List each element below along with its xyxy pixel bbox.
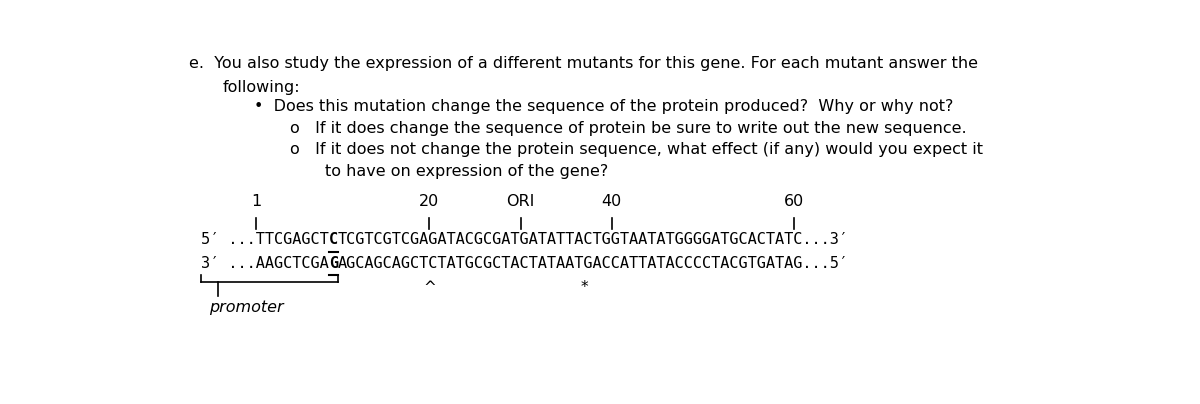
Text: G: G (329, 256, 338, 271)
Text: 40: 40 (601, 194, 622, 209)
Text: TCGTCGTCGAGATACGCGATGATATTACTGGTAATATGGGGATGCACTATC...3′: TCGTCGTCGAGATACGCGATGATATTACTGGTAATATGGG… (338, 232, 850, 247)
Text: C: C (329, 232, 338, 247)
Text: 3′ ...AAGCTCGA: 3′ ...AAGCTCGA (202, 256, 329, 271)
Text: e.  You also study the expression of a different mutants for this gene. For each: e. You also study the expression of a di… (190, 56, 978, 71)
Text: •  Does this mutation change the sequence of the protein produced?  Why or why n: • Does this mutation change the sequence… (254, 99, 954, 114)
Text: to have on expression of the gene?: to have on expression of the gene? (325, 164, 608, 179)
Text: ^: ^ (422, 280, 436, 295)
Text: 1: 1 (251, 194, 262, 209)
Text: AGCAGCAGCTCTATGCGCTACTATAATGACCATTATACCCCTACGTGATAG...5′: AGCAGCAGCTCTATGCGCTACTATAATGACCATTATACCC… (338, 256, 850, 271)
Text: *: * (581, 280, 588, 295)
Text: o   If it does not change the protein sequence, what effect (if any) would you e: o If it does not change the protein sequ… (289, 143, 983, 158)
Text: ORI: ORI (506, 194, 535, 209)
Text: 60: 60 (784, 194, 804, 209)
Text: o   If it does change the sequence of protein be sure to write out the new seque: o If it does change the sequence of prot… (289, 121, 966, 136)
Text: following:: following: (222, 80, 300, 95)
Text: 20: 20 (419, 194, 439, 209)
Text: 5′ ...TTCGAGCT: 5′ ...TTCGAGCT (202, 232, 329, 247)
Text: promoter: promoter (209, 299, 283, 315)
